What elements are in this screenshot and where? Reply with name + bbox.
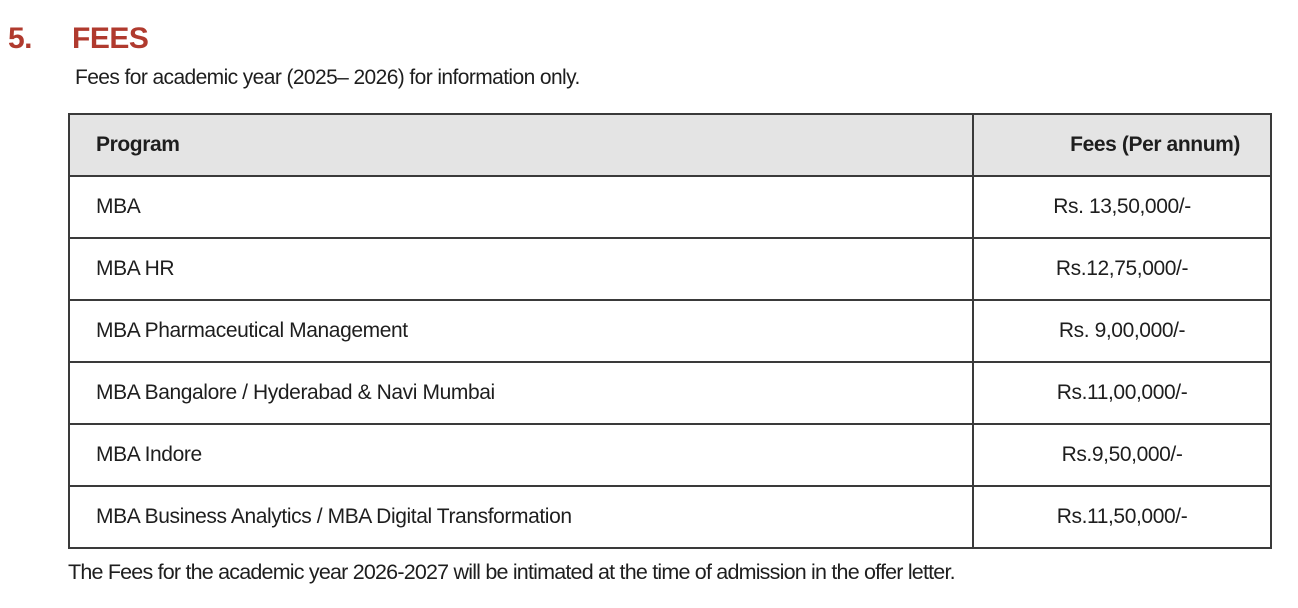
section-heading: 5. FEES (8, 22, 149, 56)
footer-note: The Fees for the academic year 2026-2027… (68, 560, 956, 584)
fees-table-header: Program Fees (Per annum) (68, 113, 1272, 177)
section-title: FEES (72, 22, 149, 55)
fee-cell: Rs. 9,00,000/- (972, 299, 1272, 363)
program-cell: MBA HR (68, 237, 974, 301)
program-cell: MBA Bangalore / Hyderabad & Navi Mumbai (68, 361, 974, 425)
program-cell: MBA Business Analytics / MBA Digital Tra… (68, 485, 974, 549)
fee-cell: Rs. 13,50,000/- (972, 175, 1272, 239)
fee-cell: Rs.12,75,000/- (972, 237, 1272, 301)
program-column-header: Program (68, 113, 974, 177)
fees-table-body: MBA Rs. 13,50,000/- MBA HR Rs.12,75,000/- MB… (68, 175, 1272, 549)
table-row: MBA Business Analytics / MBA Digital Tra… (68, 485, 1272, 549)
fee-cell: Rs.9,50,000/- (972, 423, 1272, 487)
table-row: MBA Indore Rs.9,50,000/- (68, 423, 1272, 487)
fee-cell: Rs.11,50,000/- (972, 485, 1272, 549)
program-cell: MBA Pharmaceutical Management (68, 299, 974, 363)
table-row: MBA Bangalore / Hyderabad & Navi Mumbai R… (68, 361, 1272, 425)
fees-subtitle: Fees for academic year (2025– 2026) for … (75, 66, 580, 89)
section-number: 5. (8, 22, 33, 55)
fee-cell: Rs.11,00,000/- (972, 361, 1272, 425)
table-row: MBA HR Rs.12,75,000/- (68, 237, 1272, 301)
table-row: MBA Rs. 13,50,000/- (68, 175, 1272, 239)
header-row: Program Fees (Per annum) (68, 113, 1272, 177)
fees-column-header: Fees (Per annum) (972, 113, 1272, 177)
program-cell: MBA Indore (68, 423, 974, 487)
fees-table: Program Fees (Per annum) MBA Rs. 13,50,00… (68, 113, 1272, 549)
table-row: MBA Pharmaceutical Management Rs. 9,00,00… (68, 299, 1272, 363)
program-cell: MBA (68, 175, 974, 239)
